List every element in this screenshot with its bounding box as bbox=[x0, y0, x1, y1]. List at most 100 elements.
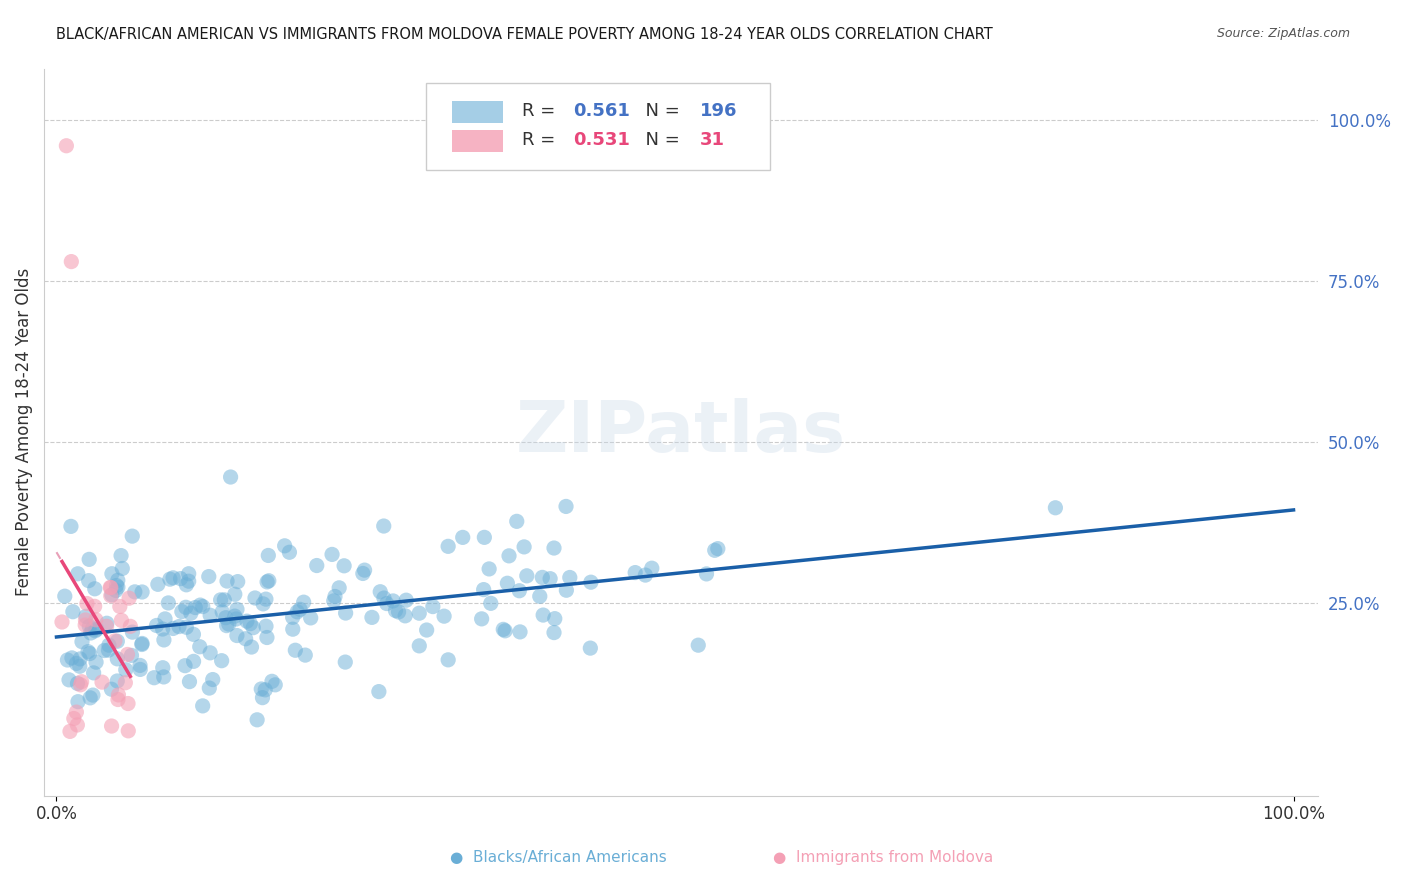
Blacks/African Americans bbox=[77, 574, 100, 588]
Blacks/African Americans bbox=[472, 530, 495, 544]
Blacks/African Americans bbox=[250, 681, 273, 696]
Blacks/African Americans bbox=[352, 566, 374, 581]
Text: R =: R = bbox=[522, 102, 561, 120]
Blacks/African Americans bbox=[111, 561, 134, 575]
Blacks/African Americans bbox=[335, 655, 357, 669]
Immigrants from Moldova bbox=[63, 712, 86, 726]
Blacks/African Americans bbox=[382, 594, 405, 608]
Blacks/African Americans bbox=[56, 653, 79, 667]
Blacks/African Americans bbox=[197, 569, 219, 583]
Blacks/African Americans bbox=[176, 578, 198, 592]
Blacks/African Americans bbox=[198, 646, 221, 660]
Blacks/African Americans bbox=[152, 661, 174, 675]
Blacks/African Americans bbox=[183, 654, 205, 668]
Blacks/African Americans bbox=[211, 654, 233, 668]
Blacks/African Americans bbox=[100, 682, 122, 697]
Blacks/African Americans bbox=[624, 566, 647, 580]
Immigrants from Moldova bbox=[98, 581, 121, 595]
Blacks/African Americans bbox=[543, 541, 565, 555]
Blacks/African Americans bbox=[254, 592, 277, 607]
Blacks/African Americans bbox=[179, 674, 201, 689]
Blacks/African Americans bbox=[60, 651, 83, 665]
Blacks/African Americans bbox=[121, 529, 143, 543]
Text: Source: ZipAtlas.com: Source: ZipAtlas.com bbox=[1216, 27, 1350, 40]
Blacks/African Americans bbox=[254, 682, 277, 697]
Immigrants from Moldova bbox=[118, 591, 141, 606]
Blacks/African Americans bbox=[321, 548, 343, 562]
Blacks/African Americans bbox=[478, 562, 501, 576]
Blacks/African Americans bbox=[131, 638, 153, 652]
Blacks/African Americans bbox=[84, 624, 107, 638]
Blacks/African Americans bbox=[177, 566, 200, 581]
Blacks/African Americans bbox=[408, 639, 430, 653]
Immigrants from Moldova bbox=[75, 613, 97, 627]
Blacks/African Americans bbox=[239, 616, 262, 631]
Blacks/African Americans bbox=[77, 645, 100, 659]
Blacks/African Americans bbox=[498, 549, 520, 563]
Blacks/African Americans bbox=[226, 602, 249, 616]
Blacks/African Americans bbox=[246, 713, 269, 727]
Immigrants from Moldova bbox=[96, 619, 118, 633]
Blacks/African Americans bbox=[285, 605, 308, 619]
Blacks/African Americans bbox=[105, 673, 128, 688]
Immigrants from Moldova bbox=[117, 723, 139, 738]
Blacks/African Americans bbox=[215, 610, 238, 624]
Text: 0.561: 0.561 bbox=[572, 102, 630, 120]
Blacks/African Americans bbox=[114, 663, 136, 677]
Blacks/African Americans bbox=[494, 624, 516, 638]
Blacks/African Americans bbox=[93, 643, 115, 657]
Blacks/African Americans bbox=[214, 592, 236, 607]
Blacks/African Americans bbox=[131, 636, 153, 650]
Blacks/African Americans bbox=[69, 659, 91, 673]
Blacks/African Americans bbox=[176, 620, 198, 634]
Blacks/African Americans bbox=[97, 638, 120, 652]
Blacks/African Americans bbox=[152, 670, 174, 684]
Blacks/African Americans bbox=[508, 583, 530, 598]
Text: N =: N = bbox=[634, 131, 686, 149]
Blacks/African Americans bbox=[69, 652, 91, 666]
Blacks/African Americans bbox=[225, 612, 247, 626]
Blacks/African Americans bbox=[53, 589, 76, 603]
Blacks/African Americans bbox=[104, 583, 127, 598]
Blacks/African Americans bbox=[169, 572, 191, 586]
Blacks/African Americans bbox=[224, 587, 246, 601]
Blacks/African Americans bbox=[226, 574, 249, 589]
Immigrants from Moldova bbox=[100, 589, 122, 603]
Text: ZIPatlas: ZIPatlas bbox=[516, 398, 846, 467]
Blacks/African Americans bbox=[59, 519, 82, 533]
Immigrants from Moldova bbox=[51, 615, 73, 629]
Blacks/African Americans bbox=[97, 643, 120, 657]
Text: 0.531: 0.531 bbox=[572, 131, 630, 149]
Text: BLACK/AFRICAN AMERICAN VS IMMIGRANTS FROM MOLDOVA FEMALE POVERTY AMONG 18-24 YEA: BLACK/AFRICAN AMERICAN VS IMMIGRANTS FRO… bbox=[56, 27, 993, 42]
Blacks/African Americans bbox=[243, 591, 266, 605]
Blacks/African Americans bbox=[129, 662, 152, 676]
Bar bbox=[451, 130, 503, 153]
Blacks/African Americans bbox=[157, 596, 180, 610]
Immigrants from Moldova bbox=[84, 613, 107, 627]
Blacks/African Americans bbox=[224, 609, 246, 624]
Blacks/African Americans bbox=[62, 605, 84, 619]
Blacks/African Americans bbox=[131, 585, 153, 599]
Blacks/African Americans bbox=[323, 590, 346, 604]
Blacks/African Americans bbox=[299, 611, 322, 625]
Blacks/African Americans bbox=[240, 640, 263, 654]
Blacks/African Americans bbox=[143, 671, 166, 685]
Blacks/African Americans bbox=[198, 608, 221, 623]
Immigrants from Moldova bbox=[108, 599, 131, 614]
Immigrants from Moldova bbox=[91, 675, 114, 690]
Blacks/African Americans bbox=[66, 676, 89, 690]
Blacks/African Americans bbox=[209, 593, 232, 607]
Blacks/African Americans bbox=[110, 549, 132, 563]
Blacks/African Americans bbox=[80, 626, 103, 640]
Blacks/African Americans bbox=[513, 540, 536, 554]
Immigrants from Moldova bbox=[117, 697, 139, 711]
Blacks/African Americans bbox=[264, 678, 287, 692]
Bar bbox=[451, 102, 503, 123]
Blacks/African Americans bbox=[174, 600, 197, 615]
Blacks/African Americans bbox=[107, 580, 129, 594]
Blacks/African Americans bbox=[333, 558, 356, 573]
Immigrants from Moldova bbox=[76, 597, 98, 611]
Immigrants from Moldova bbox=[104, 633, 127, 648]
Blacks/African Americans bbox=[191, 599, 214, 614]
Blacks/African Americans bbox=[558, 570, 581, 584]
